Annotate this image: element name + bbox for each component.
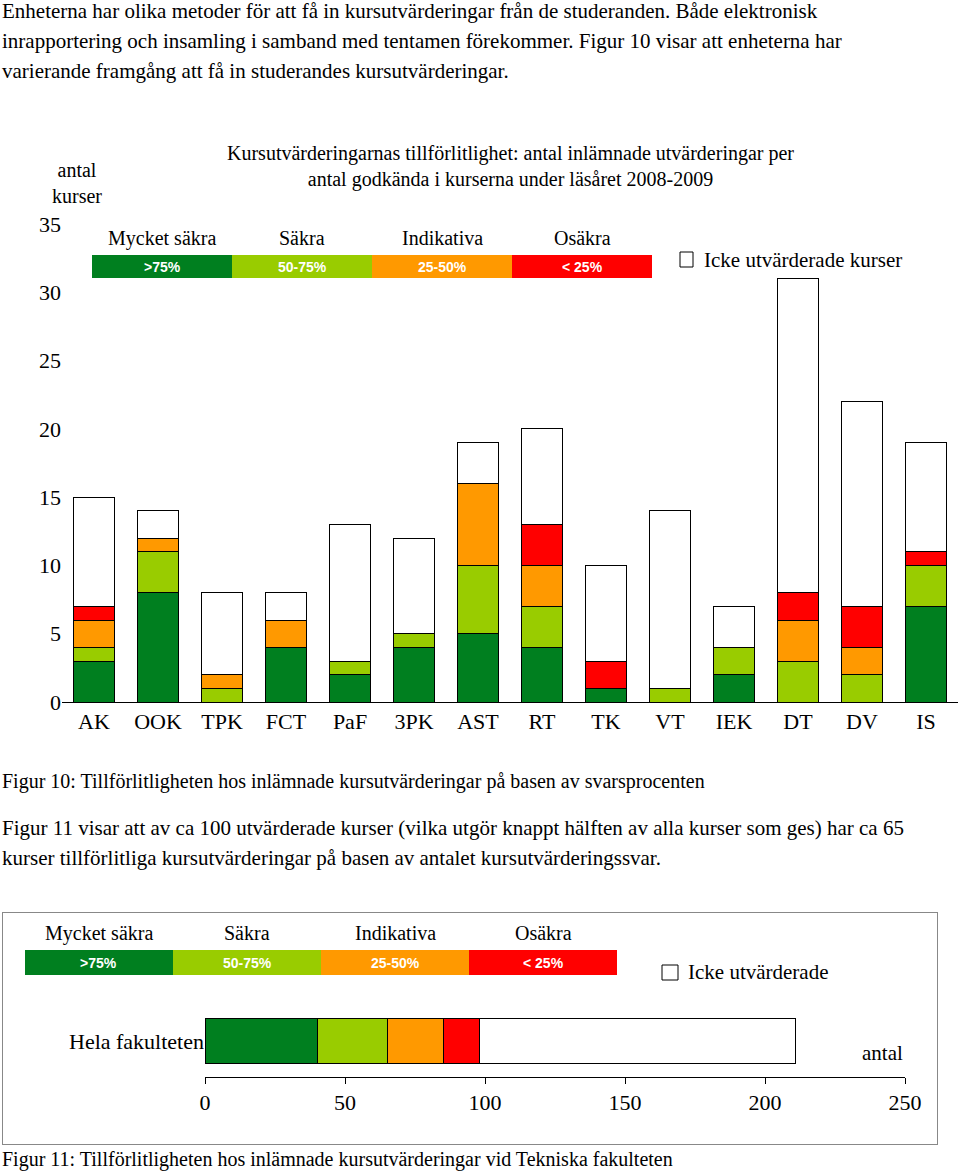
svg-text:3PK: 3PK <box>394 709 433 734</box>
svg-text:DT: DT <box>783 709 813 734</box>
html-text:Figur 11 visar att av ca 100 u: Figur 11 visar att av ca 100 utvärderade… <box>2 816 904 870</box>
svg-text:25-50%: 25-50% <box>418 259 467 275</box>
svg-text:Säkra: Säkra <box>224 922 270 944</box>
svg-text:AK: AK <box>78 709 110 734</box>
svg-text:< 25%: < 25% <box>562 259 603 275</box>
svg-text:0: 0 <box>50 690 61 715</box>
svg-text:VT: VT <box>655 709 685 734</box>
svg-text:35: 35 <box>39 212 61 237</box>
svg-text:>75%: >75% <box>144 259 181 275</box>
svg-text:Icke utvärderade kurser: Icke utvärderade kurser <box>704 248 902 272</box>
svg-text:25: 25 <box>39 348 61 373</box>
svg-text:Osäkra: Osäkra <box>554 227 611 249</box>
svg-text:AST: AST <box>457 709 499 734</box>
svg-text:RT: RT <box>529 709 556 734</box>
svg-text:antal: antal <box>862 1041 903 1065</box>
svg-text:250: 250 <box>889 1090 922 1115</box>
svg-text:10: 10 <box>39 553 61 578</box>
svg-text:FCT: FCT <box>266 709 307 734</box>
svg-text:IEK: IEK <box>716 709 753 734</box>
svg-text:20: 20 <box>39 417 61 442</box>
svg-text:25-50%: 25-50% <box>371 955 420 971</box>
svg-text:50-75%: 50-75% <box>223 955 272 971</box>
svg-text:DV: DV <box>846 709 878 734</box>
svg-text:TK: TK <box>591 709 620 734</box>
svg-text:15: 15 <box>39 485 61 510</box>
svg-text:100: 100 <box>469 1090 502 1115</box>
svg-text:50: 50 <box>334 1090 356 1115</box>
svg-text:OOK: OOK <box>134 709 182 734</box>
svg-text:Indikativa: Indikativa <box>355 922 436 944</box>
svg-text:Mycket säkra: Mycket säkra <box>45 922 153 945</box>
svg-text:Osäkra: Osäkra <box>515 922 572 944</box>
html-text:Enheterna har olika metoder fö: Enheterna har olika metoder för att få i… <box>2 0 842 83</box>
svg-text:IS: IS <box>916 709 936 734</box>
svg-text:Indikativa: Indikativa <box>402 227 483 249</box>
svg-text:Icke utvärderade: Icke utvärderade <box>688 960 829 984</box>
html-text:Figur 10: Tillförlitligheten h: Figur 10: Tillförlitligheten hos inlämna… <box>2 770 705 792</box>
svg-text:50-75%: 50-75% <box>278 259 327 275</box>
svg-text:30: 30 <box>39 280 61 305</box>
svg-text:150: 150 <box>609 1090 642 1115</box>
svg-text:>75%: >75% <box>80 955 117 971</box>
svg-text:5: 5 <box>50 621 61 646</box>
svg-text:Kursutvärderingarnas tillförli: Kursutvärderingarnas tillförlitlighet: a… <box>227 142 794 191</box>
svg-text:Hela fakulteten: Hela fakulteten <box>69 1029 204 1054</box>
svg-text:0: 0 <box>200 1090 211 1115</box>
svg-text:200: 200 <box>749 1090 782 1115</box>
html-text:Figur 11: Tillförlitligheten h: Figur 11: Tillförlitligheten hos inlämna… <box>2 1148 673 1170</box>
svg-text:antalkurser: antalkurser <box>52 159 102 207</box>
svg-text:< 25%: < 25% <box>523 955 564 971</box>
svg-text:TPK: TPK <box>201 709 243 734</box>
svg-text:Säkra: Säkra <box>279 227 325 249</box>
svg-text:PaF: PaF <box>333 709 367 734</box>
svg-text:Mycket säkra: Mycket säkra <box>108 227 216 250</box>
